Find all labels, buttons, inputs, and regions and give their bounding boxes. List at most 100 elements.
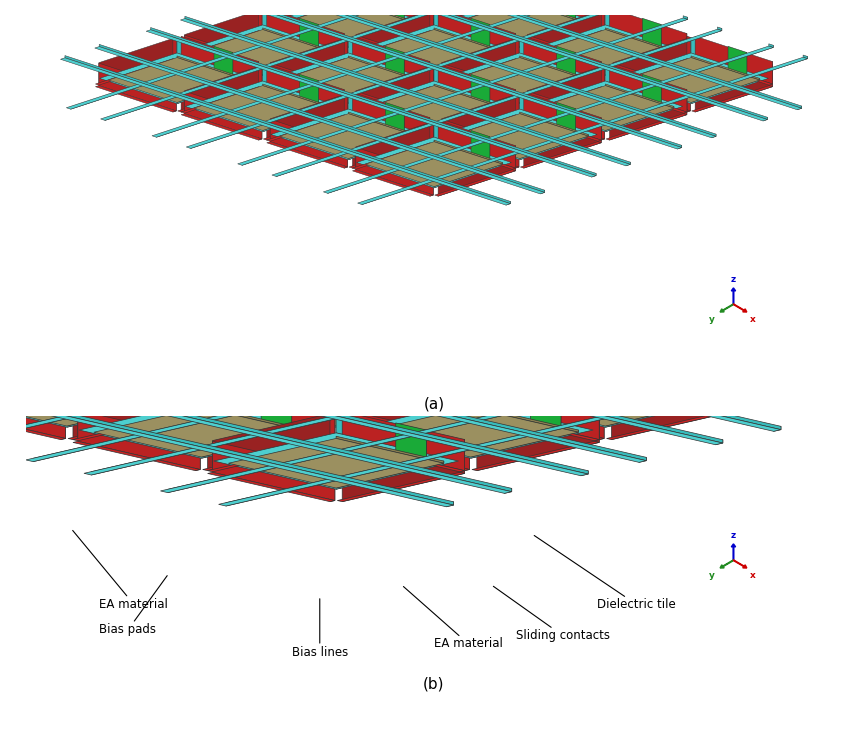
Polygon shape — [349, 85, 430, 112]
Text: Sliding contacts: Sliding contacts — [493, 586, 609, 642]
Polygon shape — [181, 30, 262, 57]
Polygon shape — [287, 399, 292, 433]
Polygon shape — [595, 348, 599, 381]
Polygon shape — [606, 87, 687, 114]
Polygon shape — [352, 0, 430, 28]
Polygon shape — [266, 8, 345, 56]
Polygon shape — [527, 91, 605, 139]
Polygon shape — [605, 10, 683, 50]
Polygon shape — [477, 410, 604, 439]
Polygon shape — [349, 142, 430, 168]
Polygon shape — [717, 27, 722, 30]
Polygon shape — [230, 53, 233, 79]
Polygon shape — [299, 74, 319, 106]
Polygon shape — [95, 59, 176, 85]
Polygon shape — [605, 399, 713, 426]
Polygon shape — [263, 65, 340, 106]
Text: x: x — [750, 315, 756, 324]
Polygon shape — [67, 399, 174, 426]
Polygon shape — [598, 7, 602, 30]
Polygon shape — [185, 16, 630, 165]
Polygon shape — [692, 85, 773, 112]
Polygon shape — [468, 44, 490, 50]
Polygon shape — [434, 0, 503, 19]
Polygon shape — [683, 35, 687, 59]
Polygon shape — [271, 53, 426, 104]
Polygon shape — [430, 120, 433, 144]
Polygon shape — [523, 36, 602, 84]
Polygon shape — [266, 30, 348, 56]
Polygon shape — [203, 379, 330, 409]
Polygon shape — [803, 55, 807, 59]
Polygon shape — [336, 379, 458, 427]
Polygon shape — [504, 488, 512, 493]
Polygon shape — [430, 65, 433, 88]
Polygon shape — [472, 411, 599, 441]
Polygon shape — [442, 0, 519, 29]
Polygon shape — [520, 30, 602, 56]
Polygon shape — [330, 470, 335, 502]
Polygon shape — [0, 314, 508, 444]
Polygon shape — [232, 1, 681, 149]
Polygon shape — [266, 59, 348, 85]
Polygon shape — [61, 58, 510, 205]
Polygon shape — [0, 371, 189, 427]
Polygon shape — [711, 361, 719, 366]
Polygon shape — [89, 334, 647, 462]
Polygon shape — [523, 0, 602, 28]
Polygon shape — [91, 345, 642, 475]
Polygon shape — [270, 63, 348, 111]
Polygon shape — [279, 58, 417, 102]
Polygon shape — [341, 90, 345, 114]
Polygon shape — [356, 91, 433, 139]
Polygon shape — [263, 35, 340, 76]
Polygon shape — [259, 60, 262, 84]
Polygon shape — [438, 2, 519, 29]
Text: Bias lines: Bias lines — [292, 599, 348, 659]
Polygon shape — [270, 0, 348, 29]
Polygon shape — [556, 337, 561, 371]
Polygon shape — [487, 137, 490, 162]
Polygon shape — [0, 378, 454, 507]
Polygon shape — [435, 142, 516, 169]
Polygon shape — [207, 442, 335, 472]
Polygon shape — [203, 349, 330, 378]
Polygon shape — [95, 330, 647, 461]
Polygon shape — [520, 142, 602, 168]
Polygon shape — [0, 350, 66, 410]
Polygon shape — [336, 289, 458, 337]
Text: z: z — [731, 531, 736, 540]
Text: x: x — [750, 571, 756, 580]
Polygon shape — [691, 56, 760, 80]
Polygon shape — [605, 351, 727, 399]
Polygon shape — [451, 114, 589, 159]
Polygon shape — [347, 381, 470, 441]
Text: Dielectric tile: Dielectric tile — [534, 536, 676, 611]
Polygon shape — [348, 0, 417, 24]
Polygon shape — [687, 36, 690, 60]
Polygon shape — [342, 379, 470, 409]
Polygon shape — [434, 0, 511, 19]
Polygon shape — [363, 407, 578, 457]
Polygon shape — [146, 30, 596, 177]
Polygon shape — [383, 71, 404, 79]
Polygon shape — [207, 473, 335, 502]
Polygon shape — [95, 47, 545, 194]
Polygon shape — [435, 30, 516, 57]
Polygon shape — [598, 62, 602, 85]
Polygon shape — [259, 116, 262, 140]
Polygon shape — [352, 87, 433, 114]
Polygon shape — [460, 439, 464, 472]
Polygon shape — [261, 330, 292, 370]
Polygon shape — [266, 36, 345, 84]
Text: y: y — [709, 315, 715, 324]
Polygon shape — [695, 36, 773, 84]
Polygon shape — [242, 17, 687, 165]
Polygon shape — [207, 411, 330, 470]
Polygon shape — [213, 289, 335, 348]
Polygon shape — [336, 312, 444, 339]
Polygon shape — [342, 442, 464, 502]
Polygon shape — [442, 37, 519, 85]
Polygon shape — [769, 63, 773, 87]
Polygon shape — [177, 38, 254, 79]
